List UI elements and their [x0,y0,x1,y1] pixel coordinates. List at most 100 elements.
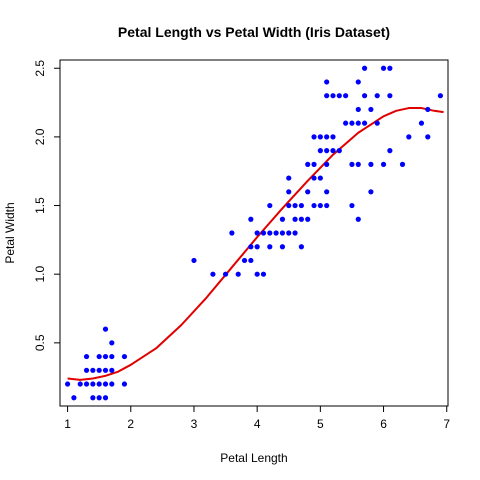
data-point [83,367,90,373]
data-point [317,175,323,181]
data-point [387,65,393,71]
data-point [368,106,374,113]
data-point [324,202,330,209]
data-point [267,202,273,209]
data-point [343,93,349,99]
data-point [102,395,109,401]
data-point [311,161,317,167]
data-point [437,93,444,99]
data-point [324,79,330,85]
data-point [248,216,254,222]
data-point [96,381,102,387]
data-point [286,175,292,181]
data-point [336,93,342,99]
data-point [380,65,387,71]
data-point [260,230,267,236]
data-point [330,134,336,140]
fit-line-layer [67,107,444,381]
x-tick-label: 7 [443,417,450,431]
data-point [355,120,361,126]
x-tick-label: 4 [254,417,261,431]
data-point [305,189,311,195]
data-point [83,381,90,387]
x-axis-label: Petal Length [220,451,287,465]
data-point [83,353,90,360]
data-point [102,326,109,332]
data-point [311,202,317,209]
y-axis-label: Petal Width [3,202,17,263]
data-point [387,93,393,99]
data-point [222,271,229,277]
x-tick-label: 1 [64,417,71,431]
data-point [330,93,336,99]
data-point [279,216,286,222]
data-point [109,367,115,373]
data-point [254,230,260,236]
data-point [102,353,109,360]
data-point [330,148,336,154]
data-point [77,381,83,387]
y-tick-label: 2.0 [33,128,47,145]
data-point [298,244,304,250]
data-point [210,271,216,277]
y-tick-label: 1.5 [33,197,47,214]
data-point [241,257,248,264]
data-point [96,367,102,373]
data-point [292,230,298,236]
data-point [311,175,317,181]
data-point [102,367,109,373]
data-point [311,134,317,140]
y-tick-label: 2.5 [33,60,47,77]
data-point [71,395,77,401]
data-point [349,120,355,126]
data-point [229,230,235,236]
data-point [90,367,96,373]
data-point [387,148,393,154]
data-point [235,271,241,277]
data-point [279,244,286,250]
plot-frame [59,59,449,407]
data-point [324,148,330,154]
x-axis: 1 2 3 4 5 6 7 [64,405,450,431]
data-point [317,134,323,140]
data-point [298,216,304,222]
data-point [349,161,355,167]
data-point [355,161,361,167]
data-point [361,120,368,126]
data-point [361,65,368,71]
data-point [109,353,115,360]
data-point [380,161,387,167]
data-point [292,216,298,222]
data-point [286,230,292,236]
data-point [254,271,260,277]
data-point [324,93,330,99]
data-point [406,134,412,140]
data-point [349,202,355,209]
data-point [102,381,109,387]
data-point [368,161,374,167]
data-point [305,161,311,167]
x-tick-label: 5 [317,417,324,431]
chart-title: Petal Length vs Petal Width (Iris Datase… [118,24,390,40]
data-point [96,395,102,401]
data-point [368,189,374,195]
data-point [121,381,128,387]
data-point [324,161,330,167]
data-point [121,353,128,360]
x-tick-label: 2 [127,417,134,431]
data-point [418,120,425,126]
data-point [305,216,311,222]
data-point [109,381,115,387]
data-point [248,257,254,264]
fit-line [67,107,444,381]
data-point [279,230,286,236]
data-point [96,353,102,360]
data-point [425,134,431,140]
data-point [399,161,406,167]
data-point [317,202,323,209]
data-point [292,202,298,209]
data-point [109,340,115,346]
y-axis: 0.5 1.0 1.5 2.0 2.5 [33,60,61,351]
x-tick-label: 3 [191,417,198,431]
